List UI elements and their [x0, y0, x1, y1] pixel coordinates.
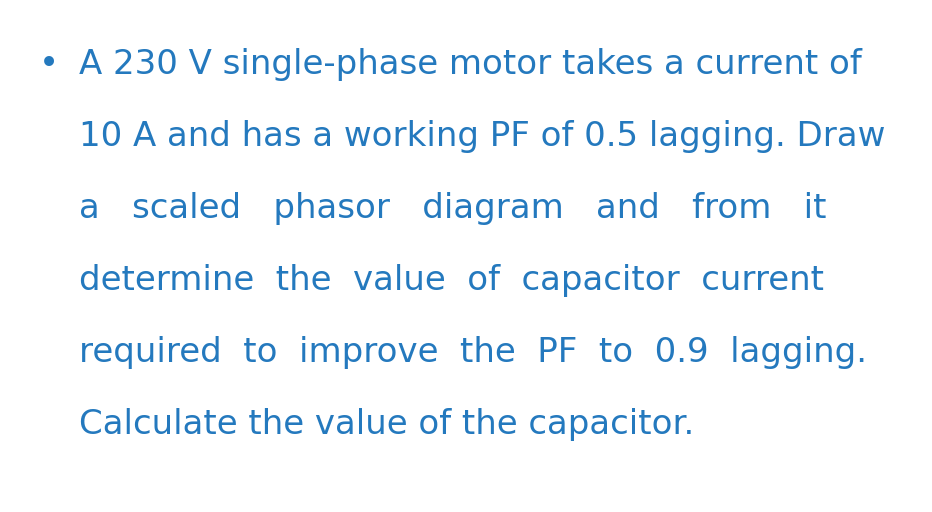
Text: Calculate the value of the capacitor.: Calculate the value of the capacitor. — [79, 408, 694, 441]
Text: •: • — [39, 48, 60, 81]
Text: required  to  improve  the  PF  to  0.9  lagging.: required to improve the PF to 0.9 laggin… — [79, 336, 867, 369]
Text: 10 A and has a working PF of 0.5 lagging. Draw: 10 A and has a working PF of 0.5 lagging… — [79, 120, 885, 153]
Text: determine  the  value  of  capacitor  current: determine the value of capacitor current — [79, 264, 824, 297]
Text: a   scaled   phasor   diagram   and   from   it: a scaled phasor diagram and from it — [79, 192, 827, 225]
Text: A 230 V single-phase motor takes a current of: A 230 V single-phase motor takes a curre… — [79, 48, 862, 81]
